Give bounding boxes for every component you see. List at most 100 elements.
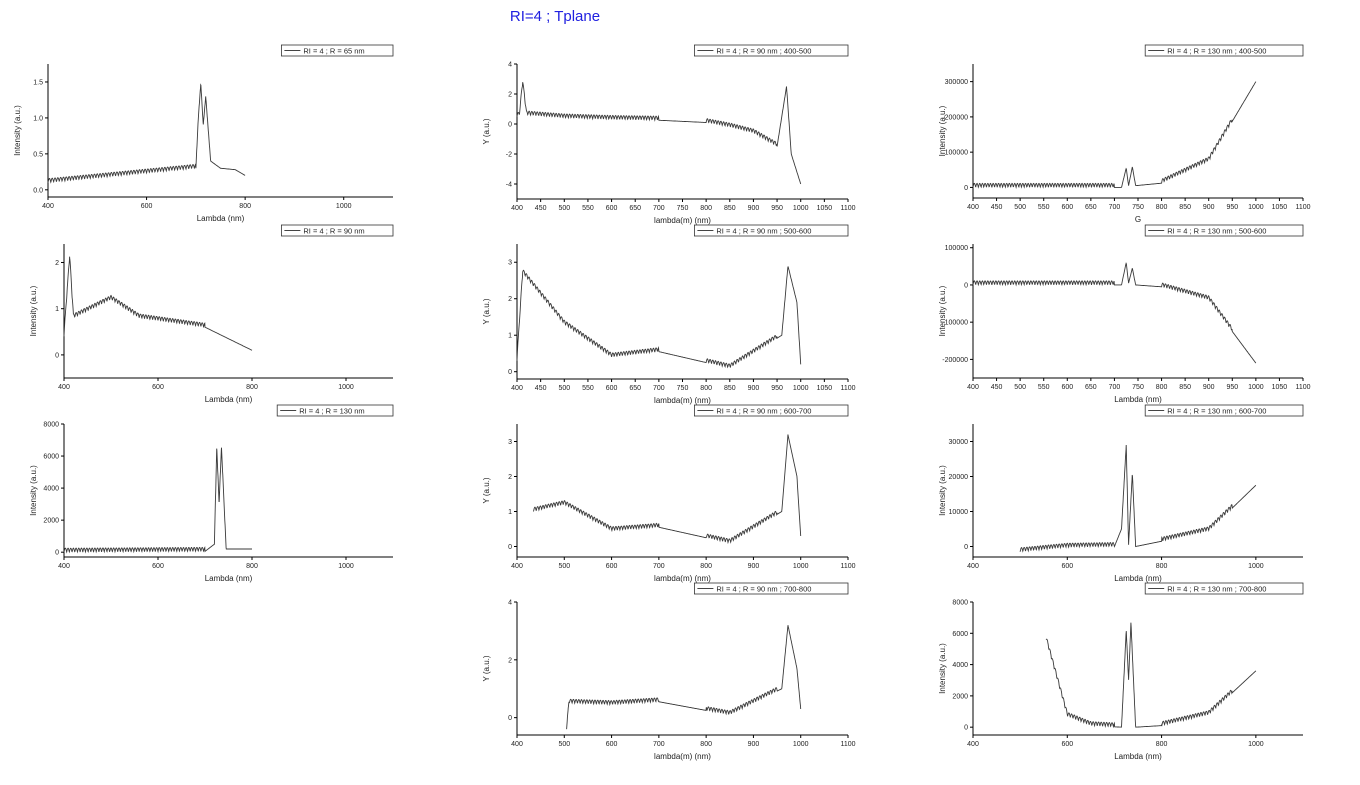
x-tick-label: 1000 [1248, 204, 1264, 211]
y-tick-label: 6000 [43, 454, 59, 461]
x-tick-label: 550 [1038, 384, 1050, 391]
x-axis-label: Lambda (nm) [1114, 752, 1162, 761]
y-axis-label: Intensity (a.u.) [938, 465, 947, 516]
y-tick-label: 0 [964, 544, 968, 551]
legend-entry: RI = 4 ; R = 90 nm ; 700-800 [716, 584, 811, 593]
x-axis-label: Lambda (nm) [1114, 395, 1162, 404]
y-tick-label: 1 [55, 306, 59, 313]
x-tick-label: 600 [141, 203, 153, 210]
x-tick-label: 400 [511, 741, 523, 748]
x-tick-label: 550 [1038, 204, 1050, 211]
x-tick-label: 1000 [336, 203, 352, 210]
y-tick-label: 3 [508, 260, 512, 267]
x-tick-label: 700 [653, 741, 665, 748]
y-tick-label: 3 [508, 439, 512, 446]
series-line [566, 625, 802, 730]
y-tick-label: -2 [506, 152, 512, 159]
y-tick-label: 0 [55, 550, 59, 557]
chart-panel-ri-4-r-90-nm-400-500: 400 450 500 550 600 650 700 750 800 850 900 950 1000… [482, 44, 856, 225]
x-tick-label: 850 [1179, 204, 1191, 211]
legend-box [1144, 582, 1304, 595]
x-tick-label: 800 [246, 384, 258, 391]
x-tick-label: 950 [771, 385, 783, 392]
x-tick-label: 800 [700, 385, 712, 392]
x-tick-label: 450 [991, 384, 1003, 391]
y-tick-label: 2 [508, 657, 512, 664]
x-tick-label: 550 [582, 205, 594, 212]
y-tick-label: 100000 [945, 245, 968, 252]
x-tick-label: 400 [58, 384, 70, 391]
y-axis-label: Y (a.u.) [482, 477, 491, 503]
x-tick-label: 1100 [1295, 384, 1310, 391]
x-axis-label: Lambda (nm) [205, 395, 253, 404]
y-tick-label: 4000 [952, 662, 968, 669]
y-tick-label: 0 [964, 725, 968, 732]
x-tick-label: 600 [1061, 204, 1073, 211]
x-tick-label: 850 [724, 205, 736, 212]
x-tick-label: 450 [535, 385, 547, 392]
chart-panel-ri-4-r-130-nm-400-500: 400 450 500 550 600 650 700 750 800 850 900 950 1000… [938, 44, 1311, 224]
x-tick-label: 650 [1085, 204, 1097, 211]
y-axis-label: Intensity (a.u.) [938, 643, 947, 694]
x-tick-label: 1100 [840, 205, 855, 212]
x-tick-label: 700 [1109, 204, 1121, 211]
x-tick-label: 1100 [1295, 204, 1310, 211]
y-axis-label: Intensity (a.u.) [29, 465, 38, 516]
x-tick-label: 750 [1132, 204, 1144, 211]
x-tick-label: 750 [677, 385, 689, 392]
x-tick-label: 950 [771, 205, 783, 212]
legend-box [694, 582, 849, 595]
legend-box [276, 404, 394, 417]
x-tick-label: 1000 [1248, 384, 1264, 391]
x-axis-label: Lambda (nm) [1114, 574, 1162, 583]
chart-panel-ri-4-r-130-nm-700-800: 400 600 800 1000 0 2000 4000 6000 8000 Lambda (nm… [938, 582, 1304, 761]
y-tick-label: -4 [506, 182, 512, 189]
y-axis-label: Y (a.u.) [482, 298, 491, 324]
chart-panel-ri-4-r-65-nm: 400 600 800 1000 0.0 0.5 1.0 1.5 Lambda (nm) Inte… [13, 44, 394, 223]
x-tick-label: 600 [152, 384, 164, 391]
y-tick-label: 2 [55, 260, 59, 267]
x-tick-label: 400 [58, 563, 70, 570]
chart-panel-ri-4-r-90-nm-500-600: 400 450 500 550 600 650 700 750 800 850 900 950 1000… [482, 224, 856, 405]
x-axis-label: lambda(m) (nm) [654, 396, 711, 405]
x-tick-label: 800 [1156, 384, 1168, 391]
x-tick-label: 500 [1014, 204, 1026, 211]
x-tick-label: 400 [967, 563, 979, 570]
x-tick-label: 450 [535, 205, 547, 212]
legend-entry: RI = 4 ; R = 130 nm ; 600-700 [1167, 406, 1266, 415]
y-tick-label: 1.0 [33, 115, 43, 122]
legend-entry: RI = 4 ; R = 90 nm ; 500-600 [716, 226, 811, 235]
series-line [972, 81, 1257, 190]
x-tick-label: 1000 [793, 205, 809, 212]
x-axis-label: lambda(m) (nm) [654, 574, 711, 583]
x-tick-label: 600 [1061, 563, 1073, 570]
x-tick-label: 1100 [840, 385, 855, 392]
x-tick-label: 800 [700, 741, 712, 748]
x-tick-label: 1000 [793, 563, 809, 570]
chart-panel-ri-4-r-90-nm-700-800: 400 500 600 700 800 900 1000 1100 0 2 4 lambda(m) (… [482, 582, 856, 761]
y-tick-label: 4 [508, 62, 512, 69]
x-axis-label: lambda(m) (nm) [654, 216, 711, 225]
y-axis-label: Intensity (a.u.) [938, 285, 947, 336]
x-tick-label: 1000 [338, 563, 354, 570]
x-tick-label: 450 [991, 204, 1003, 211]
x-tick-label: 1100 [840, 563, 855, 570]
x-tick-label: 1050 [817, 205, 833, 212]
legend-entry: RI = 4 ; R = 130 nm ; 500-600 [1167, 226, 1266, 235]
y-tick-label: 4000 [43, 486, 59, 493]
y-tick-label: 20000 [949, 474, 969, 481]
x-tick-label: 400 [511, 385, 523, 392]
x-tick-label: 800 [700, 563, 712, 570]
x-tick-label: 950 [1226, 204, 1238, 211]
chart-panel-ri-4-r-90-nm: 400 600 800 1000 0 1 2 Lambda (nm) Intensity (a.… [29, 224, 394, 404]
x-tick-label: 1000 [338, 384, 354, 391]
x-tick-label: 400 [967, 741, 979, 748]
legend-entry: RI = 4 ; R = 130 nm ; 700-800 [1167, 584, 1266, 593]
y-tick-label: 0 [964, 185, 968, 192]
x-tick-label: 600 [1061, 741, 1073, 748]
x-tick-label: 1050 [1272, 384, 1288, 391]
legend-entry: RI = 4 ; R = 65 nm [303, 46, 364, 55]
y-tick-label: 4 [508, 600, 512, 607]
x-axis-label: Lambda (nm) [205, 574, 253, 583]
